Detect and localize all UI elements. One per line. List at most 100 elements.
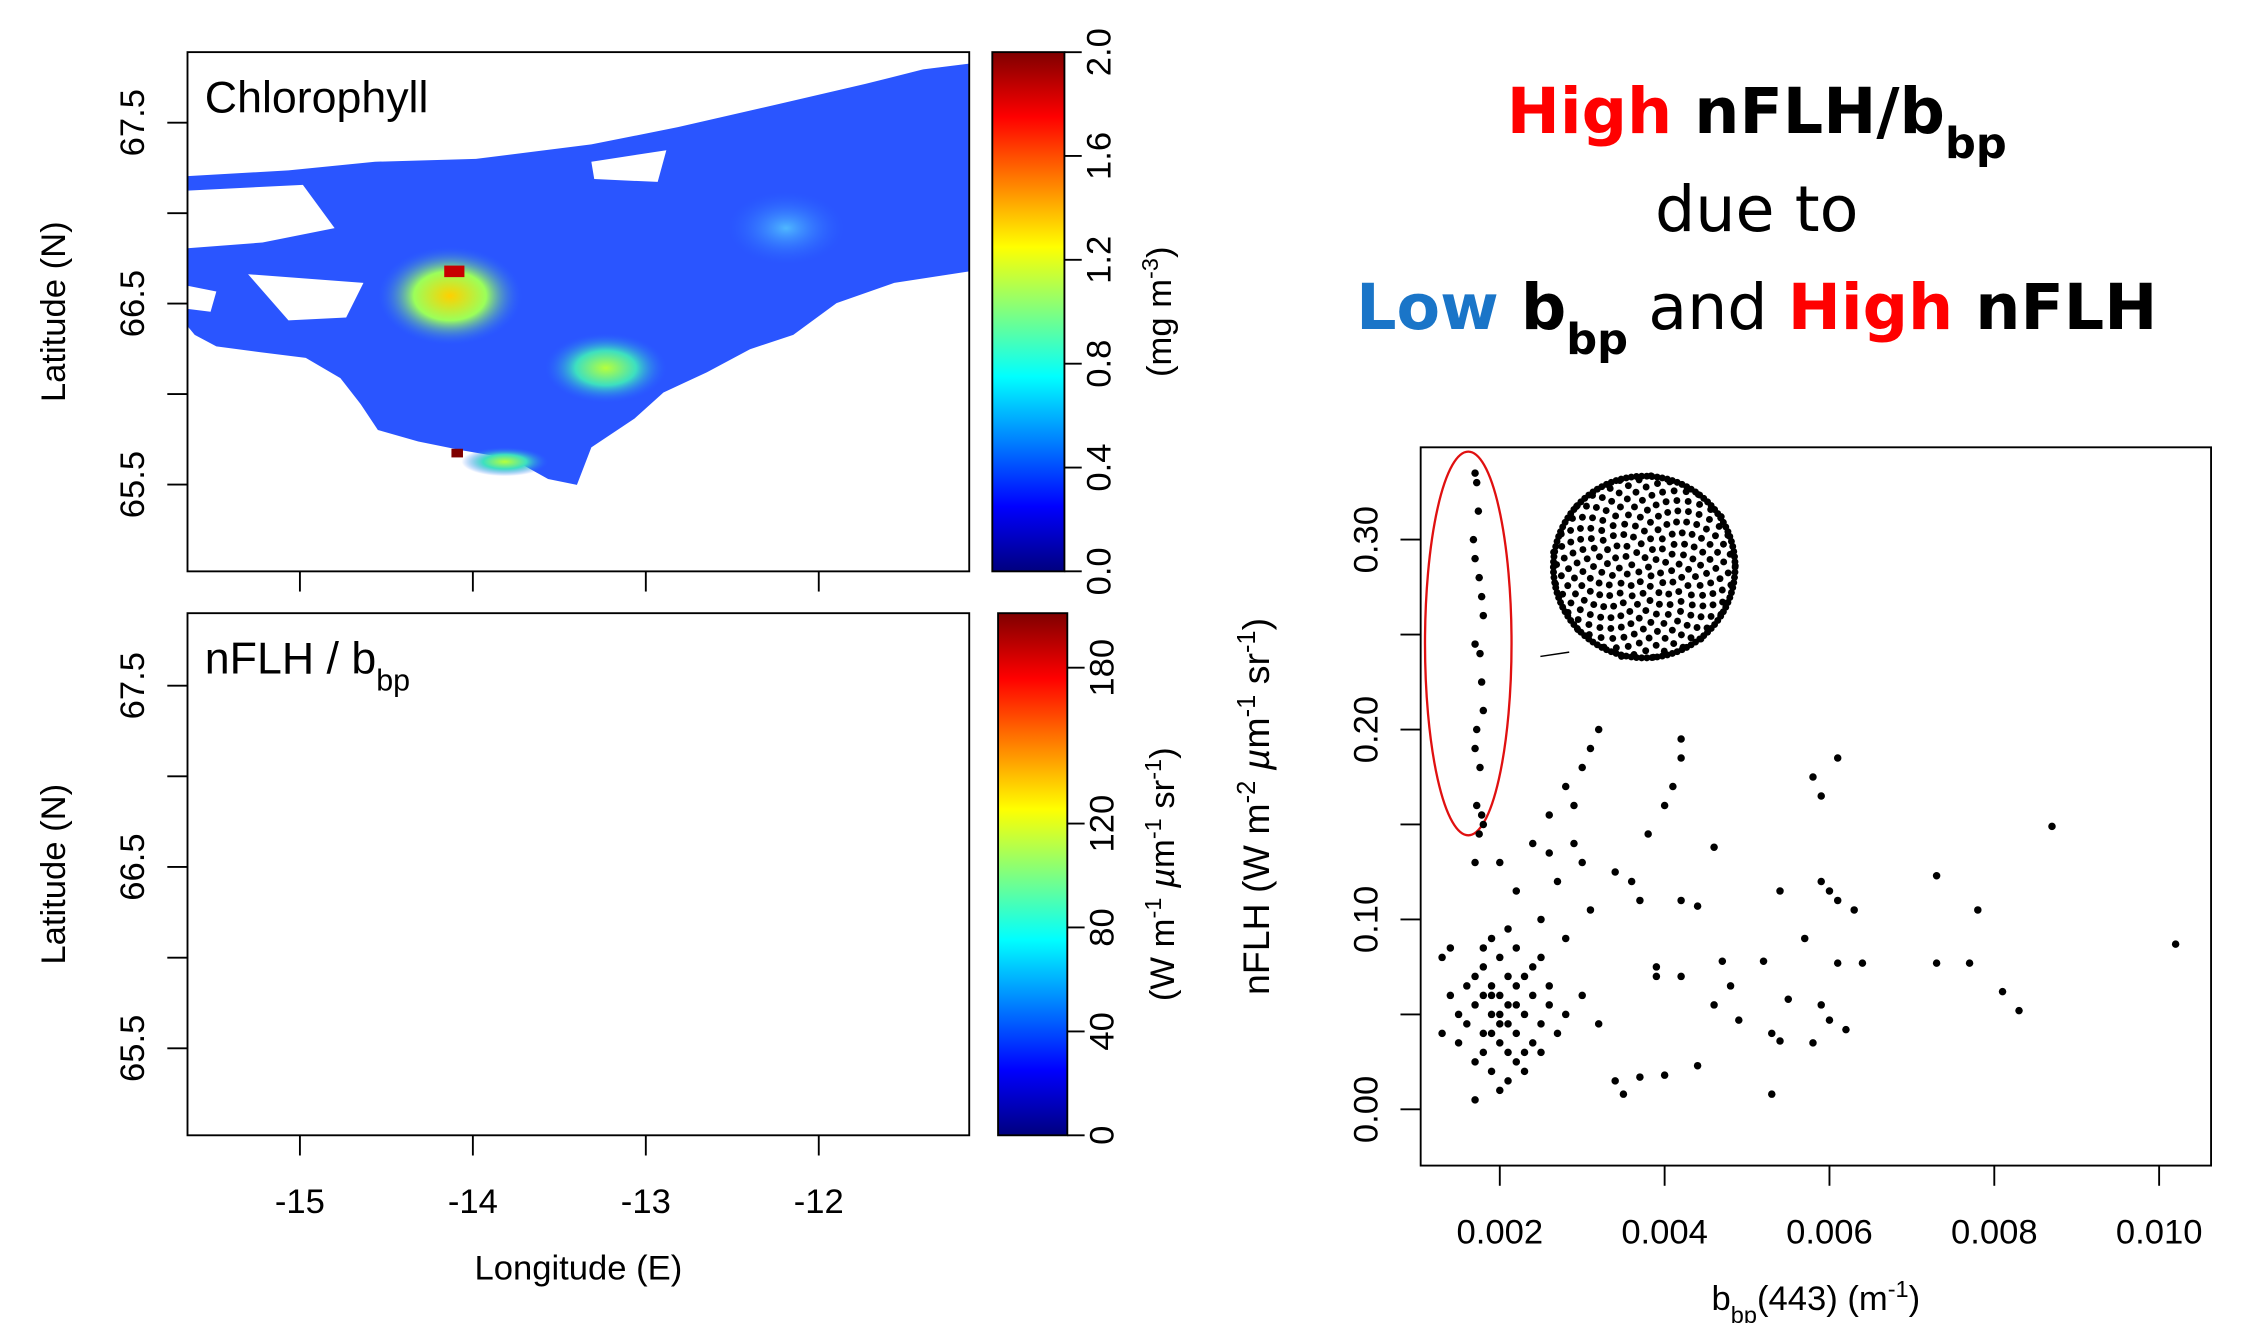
scatter-point bbox=[1809, 773, 1817, 781]
inset-dot bbox=[1579, 546, 1587, 554]
scatter-point bbox=[1520, 972, 1529, 981]
text-segment: b bbox=[1499, 270, 1567, 344]
inset-dot bbox=[1582, 502, 1590, 510]
scatter-point bbox=[1454, 1010, 1463, 1019]
text-segment: b bbox=[1712, 1280, 1731, 1318]
land-gap bbox=[248, 274, 364, 321]
inset-dot bbox=[1661, 634, 1669, 642]
inset-dot bbox=[1627, 582, 1635, 590]
text-segment: -1 bbox=[1140, 818, 1166, 839]
inset-dot bbox=[1693, 521, 1701, 528]
scatter-point bbox=[1496, 858, 1504, 867]
scatter-point bbox=[1965, 959, 1974, 967]
scatter-point bbox=[1545, 811, 1553, 819]
inset-dot bbox=[1605, 581, 1613, 589]
scatter-point bbox=[1693, 902, 1702, 910]
inset-dot bbox=[1617, 579, 1625, 587]
scatter-point bbox=[1479, 611, 1488, 620]
scatter-point bbox=[1809, 1039, 1817, 1047]
scatter-point bbox=[1529, 963, 1537, 971]
scatter-point bbox=[1504, 972, 1512, 981]
scatter-point bbox=[1471, 1058, 1479, 1066]
inset-dot bbox=[1636, 513, 1644, 521]
scatter-point bbox=[1512, 887, 1521, 895]
scatter-point bbox=[1520, 1010, 1529, 1019]
text-segment: ) bbox=[1235, 618, 1277, 631]
inset-dot bbox=[1668, 550, 1676, 558]
inset-dot bbox=[1576, 606, 1584, 614]
inset-dot bbox=[1615, 489, 1623, 497]
scatter-point bbox=[2171, 940, 2180, 948]
scatter-point bbox=[1561, 934, 1570, 943]
inset-dot bbox=[1698, 534, 1705, 542]
inset-dot bbox=[1586, 587, 1594, 595]
text-segment: bp bbox=[1566, 315, 1628, 365]
scatter-point bbox=[1677, 735, 1685, 743]
text-segment: -1 bbox=[1140, 759, 1166, 780]
text-segment: -1 bbox=[1233, 630, 1261, 653]
inset-dot bbox=[1636, 578, 1644, 586]
inset-dot bbox=[1731, 563, 1739, 571]
inset-dot bbox=[1643, 506, 1651, 514]
scatter-point bbox=[1520, 1048, 1529, 1057]
scatter-point bbox=[1512, 1029, 1521, 1038]
inset-dot bbox=[1677, 631, 1685, 639]
text-segment: Latitude (N) bbox=[35, 221, 73, 402]
inset-dot bbox=[1549, 563, 1557, 571]
inset-dot bbox=[1674, 507, 1682, 515]
y-tick-label: 0.30 bbox=[1347, 506, 1385, 573]
inset-dot bbox=[1664, 610, 1672, 618]
colorbar-label: (W m-1 µm-1 sr-1) bbox=[1140, 747, 1182, 1001]
land-gap bbox=[188, 847, 217, 873]
inset-dot bbox=[1569, 549, 1577, 557]
scatter-point bbox=[1469, 535, 1478, 544]
inset-dot bbox=[1583, 555, 1591, 563]
inset-dot bbox=[1635, 639, 1643, 647]
inset-dot bbox=[1640, 527, 1648, 535]
x-tick-label: -15 bbox=[275, 1183, 325, 1221]
inset-dot bbox=[1655, 589, 1663, 597]
inset-dot bbox=[1669, 578, 1677, 586]
inset-dot bbox=[1690, 543, 1698, 551]
inset-dot bbox=[1624, 642, 1632, 650]
scatter-point bbox=[1817, 792, 1825, 800]
headline-line: due to bbox=[1655, 172, 1858, 246]
inset-dot bbox=[1653, 473, 1661, 481]
inset-dot bbox=[1731, 568, 1739, 576]
inset-dot bbox=[1687, 591, 1695, 599]
headline-line: Low bbp and High nFLH bbox=[1356, 270, 2157, 365]
inset-dot bbox=[1609, 634, 1617, 642]
inset-dot bbox=[1705, 515, 1713, 523]
scatter-point bbox=[1693, 1061, 1702, 1070]
inset-dot bbox=[1652, 501, 1660, 509]
text-segment: due to bbox=[1655, 172, 1858, 246]
scatter-point bbox=[1833, 959, 1842, 967]
scatter-point bbox=[1660, 801, 1669, 810]
text-segment: -2 bbox=[1233, 781, 1261, 804]
inset-dot bbox=[1719, 598, 1727, 606]
x-axis-label: Longitude (E) bbox=[474, 1250, 682, 1288]
inset-dot bbox=[1654, 512, 1662, 520]
inset-dot bbox=[1668, 530, 1676, 538]
text-segment: bp bbox=[376, 664, 410, 698]
inset-dot bbox=[1550, 568, 1557, 576]
inset-dot bbox=[1658, 545, 1666, 553]
inset-dot bbox=[1616, 503, 1624, 511]
scatter-point bbox=[1472, 725, 1481, 734]
scatter-point bbox=[1476, 649, 1484, 658]
inset-dot bbox=[1613, 542, 1621, 550]
scatter-point bbox=[1504, 1020, 1512, 1028]
inset-dot bbox=[1720, 540, 1727, 548]
inset-dot bbox=[1699, 591, 1707, 599]
inset-dot bbox=[1647, 518, 1654, 526]
inset-dot bbox=[1564, 582, 1572, 590]
field-shade bbox=[728, 753, 843, 825]
inset-dot bbox=[1598, 494, 1606, 502]
scatter-point bbox=[1479, 1048, 1488, 1057]
scatter-point bbox=[1504, 1001, 1512, 1009]
inset-dot bbox=[1595, 553, 1603, 561]
scatter-point bbox=[1677, 896, 1685, 905]
land-gap bbox=[187, 285, 217, 312]
scatter-point bbox=[1475, 573, 1483, 582]
inset-dot bbox=[1665, 590, 1673, 598]
